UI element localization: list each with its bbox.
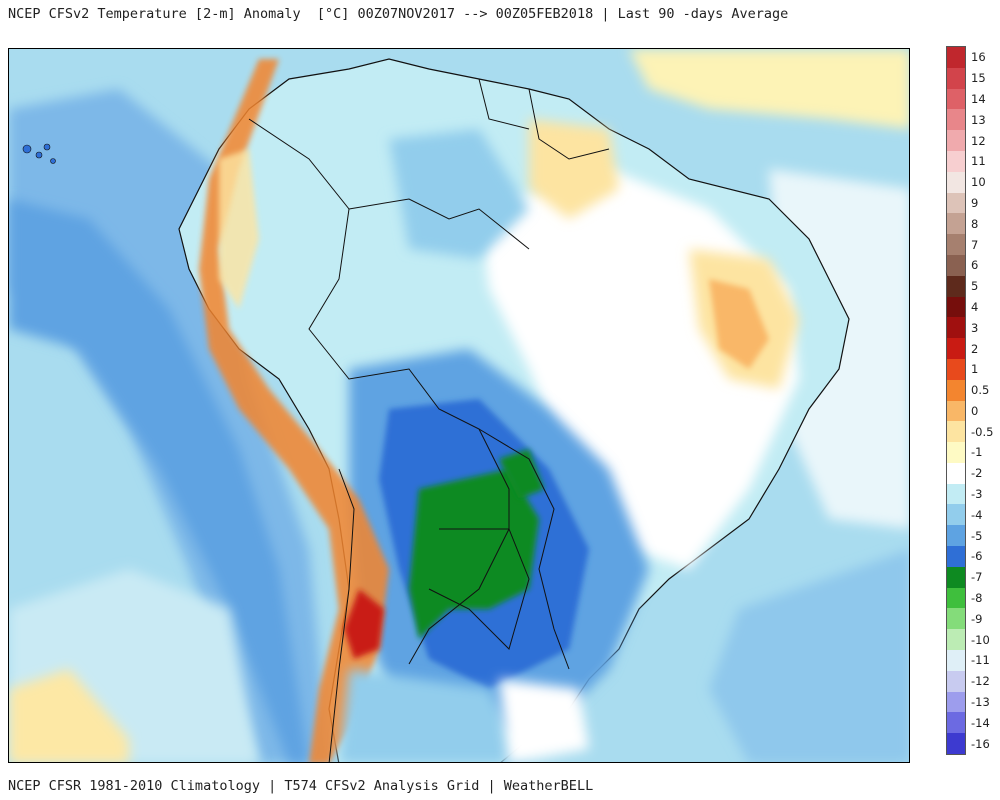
colorbar-label: 10	[971, 175, 986, 190]
colorbar-cell	[947, 130, 965, 152]
colorbar-label: 0.5	[971, 383, 990, 398]
colorbar-label: -0.5	[971, 424, 994, 439]
colorbar-cell	[947, 483, 965, 505]
colorbar-label: -9	[971, 611, 983, 626]
colorbar-cell	[947, 587, 965, 609]
colorbar-cell	[947, 650, 965, 672]
colorbar-cell	[947, 712, 965, 734]
colorbar-cell	[947, 67, 965, 90]
colorbar-cell	[947, 254, 965, 277]
colorbar-cell	[947, 296, 965, 318]
colorbar-cell	[947, 150, 965, 173]
paraguay-green-anomaly	[409, 469, 539, 639]
colorbar-label: 6	[971, 258, 979, 273]
patagonia-cool	[339, 669, 528, 762]
pacific-south-warm	[9, 669, 129, 762]
guiana-warm	[529, 119, 619, 219]
andes-warm-ridge	[199, 59, 389, 762]
colorbar-label: -1	[971, 445, 983, 460]
colorbar-label: -10	[971, 632, 990, 647]
colorbar-cell	[947, 421, 965, 443]
colorbar-cell	[947, 546, 965, 568]
colorbar-label: -5	[971, 528, 983, 543]
atlantic-cool	[709, 549, 909, 762]
colorbar-cell	[947, 192, 965, 214]
colorbar-label: -14	[971, 715, 990, 730]
colorbar-label: -2	[971, 466, 983, 481]
colorbar-cell	[947, 629, 965, 651]
colorbar-label: 14	[971, 91, 986, 106]
colorbar	[946, 46, 966, 755]
colorbar-cell	[947, 400, 965, 422]
colorbar-cell	[947, 525, 965, 547]
colorbar-label: -4	[971, 507, 983, 522]
colorbar-cell	[947, 442, 965, 464]
colorbar-cell	[947, 317, 965, 339]
colorbar-label: 8	[971, 216, 979, 231]
colorbar-cell	[947, 462, 965, 485]
colorbar-label: 4	[971, 299, 979, 314]
colorbar-label: 2	[971, 341, 979, 356]
colorbar-cell	[947, 88, 965, 110]
colorbar-label: -7	[971, 570, 983, 585]
galapagos-islands	[22, 143, 56, 164]
venezuela-cool	[389, 129, 529, 259]
mato-grosso-green	[499, 449, 544, 499]
colorbar-cell	[947, 171, 965, 194]
colorbar-cell	[947, 566, 965, 589]
colorbar-label: 12	[971, 133, 986, 148]
andes-hot-core	[344, 589, 384, 659]
colorbar-label: 15	[971, 71, 986, 86]
colorbar-cell	[947, 234, 965, 256]
colorbar-label: 5	[971, 279, 979, 294]
colorbar-cell	[947, 358, 965, 381]
northeast-warm-core	[709, 279, 769, 369]
colorbar-label: -3	[971, 487, 983, 502]
colorbar-label: 16	[971, 50, 986, 65]
colorbar-cell	[947, 733, 965, 755]
colorbar-label: -12	[971, 674, 990, 689]
colorbar-label: 1	[971, 362, 979, 377]
colorbar-cell	[947, 691, 965, 713]
colorbar-cell	[947, 213, 965, 235]
atlantic-north-warm	[629, 49, 909, 129]
colorbar-cell	[947, 670, 965, 693]
colorbar-label: 7	[971, 237, 979, 252]
anomaly-map	[8, 48, 910, 763]
colorbar-cell	[947, 504, 965, 526]
andes-pale	[219, 149, 259, 309]
chart-title: NCEP CFSv2 Temperature [2-m] Anomaly [°C…	[8, 6, 789, 22]
colorbar-label: -8	[971, 591, 983, 606]
colorbar-label: -11	[971, 653, 990, 668]
colorbar-cell	[947, 47, 965, 69]
colorbar-cell	[947, 608, 965, 630]
colorbar-label: -13	[971, 695, 990, 709]
uruguay-neutral	[499, 679, 589, 762]
colorbar-label: 0	[971, 403, 979, 418]
colorbar-label: -16	[971, 736, 990, 751]
colorbar-label: -6	[971, 549, 983, 564]
colorbar-cell	[947, 379, 965, 401]
colorbar-label: 9	[971, 195, 979, 210]
colorbar-label: 11	[971, 154, 986, 169]
footer-credits: NCEP CFSR 1981-2010 Climatology | T574 C…	[8, 778, 594, 794]
pacific-cold-core	[9, 199, 309, 762]
colorbar-cell	[947, 275, 965, 298]
colorbar-label: 3	[971, 320, 979, 335]
country-borders	[248, 78, 610, 762]
colorbar-cell	[947, 338, 965, 360]
colorbar-cell	[947, 109, 965, 131]
colorbar-label: 13	[971, 112, 986, 127]
